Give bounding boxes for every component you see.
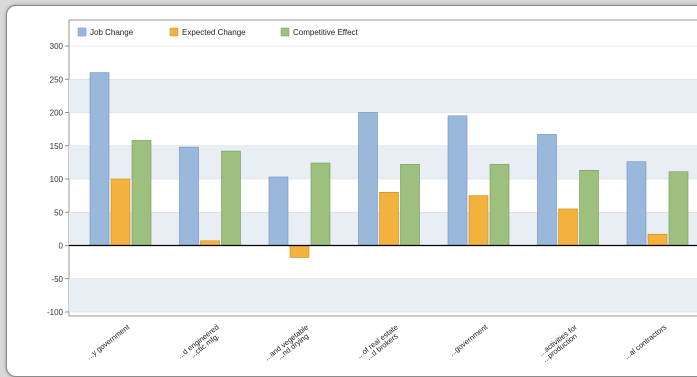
x-category-label: ...government: [448, 322, 490, 358]
bar-job-change: [268, 176, 289, 246]
legend-swatch-competitive-effect: [280, 27, 290, 37]
legend-box: [73, 24, 673, 39]
legend-label-competitive-effect: Competitive Effect: [293, 28, 359, 37]
legend-swatch-expected-change: [169, 27, 179, 37]
bar-competitive-effect: [668, 171, 689, 246]
y-tick-label: -50: [51, 275, 63, 284]
chart-frame: 300 250 200 150 100 50 0 -50 -100 ...y governmen…: [6, 5, 697, 377]
x-category-label: ...y government: [85, 322, 132, 361]
y-tick-label: 150: [50, 142, 64, 151]
legend-label-expected-change: Expected Change: [182, 28, 246, 37]
bar-competitive-effect: [489, 164, 510, 246]
bar-expected-change: [558, 208, 578, 246]
bar-competitive-effect: [579, 170, 599, 246]
bar-job-change: [447, 115, 468, 246]
bar-expected-change: [647, 233, 668, 246]
bar-competitive-effect: [131, 140, 152, 246]
y-tick-label: 50: [54, 208, 63, 217]
bar-chart: 300 250 200 150 100 50 0 -50 -100 ...y governmen…: [47, 19, 697, 364]
y-tick-label: 100: [50, 175, 64, 184]
y-tick-label: 0: [59, 242, 64, 251]
bar-job-change: [89, 72, 110, 246]
legend-label-job-change: Job Change: [90, 28, 134, 37]
bar-job-change: [179, 146, 199, 246]
bar-competitive-effect: [221, 150, 241, 246]
grid-band: [69, 278, 697, 312]
x-category-label: ...al contractors: [622, 322, 668, 361]
bar-job-change: [358, 112, 378, 246]
bar-expected-change: [289, 245, 310, 258]
y-tick-label: -100: [47, 308, 64, 317]
bar-expected-change: [379, 192, 399, 246]
bar-expected-change: [110, 178, 131, 246]
bar-expected-change: [200, 240, 220, 246]
bar-job-change: [626, 161, 647, 246]
legend: Job Change Expected Change Competitive E…: [73, 24, 673, 39]
bar-competitive-effect: [310, 162, 331, 246]
y-tick-label: 300: [50, 42, 64, 51]
grid-band: [69, 145, 697, 179]
legend-swatch-job-change: [77, 27, 87, 37]
y-tick-label: 200: [50, 109, 64, 118]
bar-competitive-effect: [400, 164, 420, 246]
bar-job-change: [537, 134, 557, 246]
grid-band: [69, 79, 697, 113]
bar-expected-change: [468, 195, 489, 246]
y-tick-label: 250: [50, 75, 64, 84]
